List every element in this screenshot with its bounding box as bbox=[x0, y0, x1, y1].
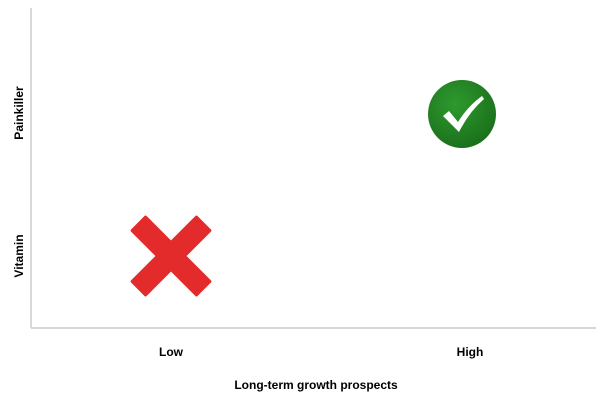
cross-bar-2 bbox=[130, 215, 212, 297]
cross-icon bbox=[130, 215, 212, 297]
check-circle-icon bbox=[428, 80, 496, 148]
check-circle-background bbox=[428, 80, 496, 148]
y-tick-painkiller: Painkiller bbox=[12, 86, 26, 140]
x-tick-high: High bbox=[457, 345, 484, 359]
x-axis-title: Long-term growth prospects bbox=[234, 378, 398, 392]
y-tick-vitamin: Vitamin bbox=[12, 234, 26, 277]
check-mark bbox=[443, 96, 484, 132]
x-tick-low: Low bbox=[159, 345, 184, 359]
